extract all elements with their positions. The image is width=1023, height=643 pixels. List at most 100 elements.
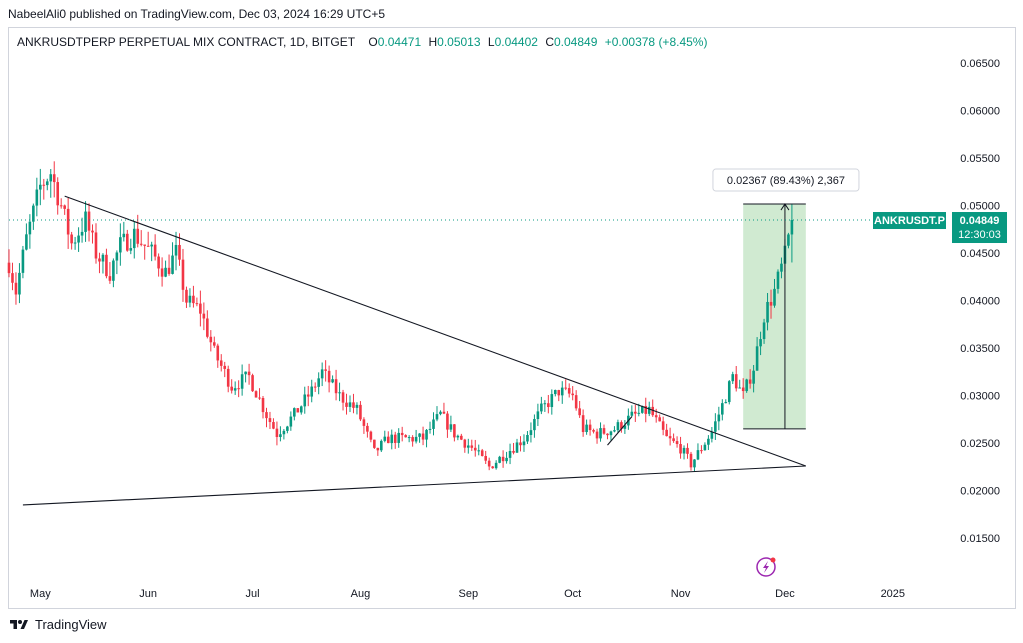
candle-body: [620, 422, 623, 429]
candle-body: [773, 288, 776, 306]
candle-body: [226, 368, 230, 387]
candle-body: [362, 419, 366, 426]
candle-body: [310, 386, 314, 397]
candle-body: [762, 322, 766, 340]
x-tick-label: Sep: [459, 588, 479, 600]
small-arrow: [607, 416, 633, 446]
candle-body: [703, 444, 707, 451]
candle-body: [254, 391, 258, 398]
candle-body: [139, 243, 143, 245]
candle-body: [536, 411, 540, 420]
candle-body: [567, 388, 571, 394]
x-tick-label: May: [30, 588, 51, 600]
candle-body: [734, 374, 738, 389]
lightning-bolt-icon: [763, 561, 769, 573]
candle-body: [327, 370, 331, 383]
candle-body: [202, 313, 206, 319]
candle-body: [369, 431, 373, 440]
candle-body: [647, 406, 651, 414]
candle-body: [661, 421, 665, 430]
candle-body: [467, 445, 470, 448]
x-tick-label: Jul: [246, 588, 260, 600]
candle-body: [553, 390, 557, 395]
candle-body: [787, 234, 790, 246]
candle-body: [299, 406, 303, 413]
candle-body: [296, 408, 300, 413]
candle-body: [432, 419, 435, 429]
candle-body: [651, 406, 655, 416]
candle-body: [494, 462, 498, 469]
candle-body: [585, 424, 588, 433]
candle-body: [602, 428, 606, 434]
candle-body: [453, 424, 456, 438]
candle-body: [84, 211, 87, 232]
candle-body: [206, 318, 209, 337]
candle-body: [185, 289, 188, 303]
candle-body: [644, 405, 648, 414]
candle-body: [609, 431, 613, 436]
candle-body: [153, 244, 157, 257]
candle-body: [129, 248, 133, 251]
candle-body: [324, 369, 327, 371]
candle-body: [529, 430, 533, 435]
candle-body: [167, 267, 171, 274]
candle-body: [244, 371, 247, 375]
candle-body: [331, 379, 334, 383]
candle-body: [45, 181, 49, 186]
candle-body: [790, 220, 794, 235]
symbol-tag: [873, 212, 946, 230]
candle-body: [317, 378, 320, 387]
x-tick-label: Nov: [671, 588, 691, 600]
candle-body: [216, 345, 220, 361]
candle-body: [710, 431, 714, 439]
candle-body: [658, 417, 661, 422]
candle-body: [126, 233, 129, 251]
candle-body: [313, 386, 317, 388]
y-tick-label: 0.01500: [960, 533, 1000, 545]
candle-body: [689, 453, 693, 468]
candle-body: [112, 260, 115, 281]
candle-body: [306, 394, 310, 397]
candle-body: [272, 422, 275, 429]
candle-body: [588, 424, 592, 431]
candle-body: [157, 256, 160, 269]
x-tick-label: Oct: [564, 588, 581, 600]
candle-body: [519, 442, 522, 446]
y-tick-label: 0.05500: [960, 153, 1000, 165]
candle-body: [707, 438, 710, 445]
candle-body: [383, 436, 387, 441]
candle-body: [446, 413, 449, 430]
price-tag-countdown: 12:30:03: [958, 229, 1001, 241]
candle-body: [560, 387, 564, 396]
symbol-tag-label: ANKRUSDT.P: [874, 215, 945, 227]
candle-body: [755, 346, 759, 371]
candle-body: [7, 262, 11, 274]
candle-body: [181, 259, 185, 290]
candle-body: [108, 276, 112, 281]
candle-body: [240, 374, 244, 389]
candle-body: [630, 411, 634, 416]
candle-body: [484, 455, 487, 461]
candle-body: [66, 208, 70, 235]
candle-body: [174, 244, 178, 256]
candle-body: [286, 426, 289, 431]
candle-body: [637, 412, 641, 414]
candle-body: [251, 375, 254, 392]
candle-body: [265, 412, 268, 419]
candle-body: [18, 272, 21, 295]
candle-body: [320, 369, 324, 379]
candle-body: [98, 258, 101, 262]
candle-body: [359, 404, 362, 420]
candle-body: [439, 411, 442, 415]
candle-body: [289, 416, 293, 427]
candle-body: [748, 379, 752, 384]
candle-body: [258, 397, 261, 399]
footer-brand[interactable]: TradingView: [8, 617, 107, 632]
candle-body: [70, 234, 73, 244]
candle-body: [52, 174, 56, 183]
candle-body: [449, 424, 453, 430]
candle-body: [686, 447, 689, 454]
candle-body: [261, 398, 265, 413]
candle-body: [515, 442, 519, 453]
